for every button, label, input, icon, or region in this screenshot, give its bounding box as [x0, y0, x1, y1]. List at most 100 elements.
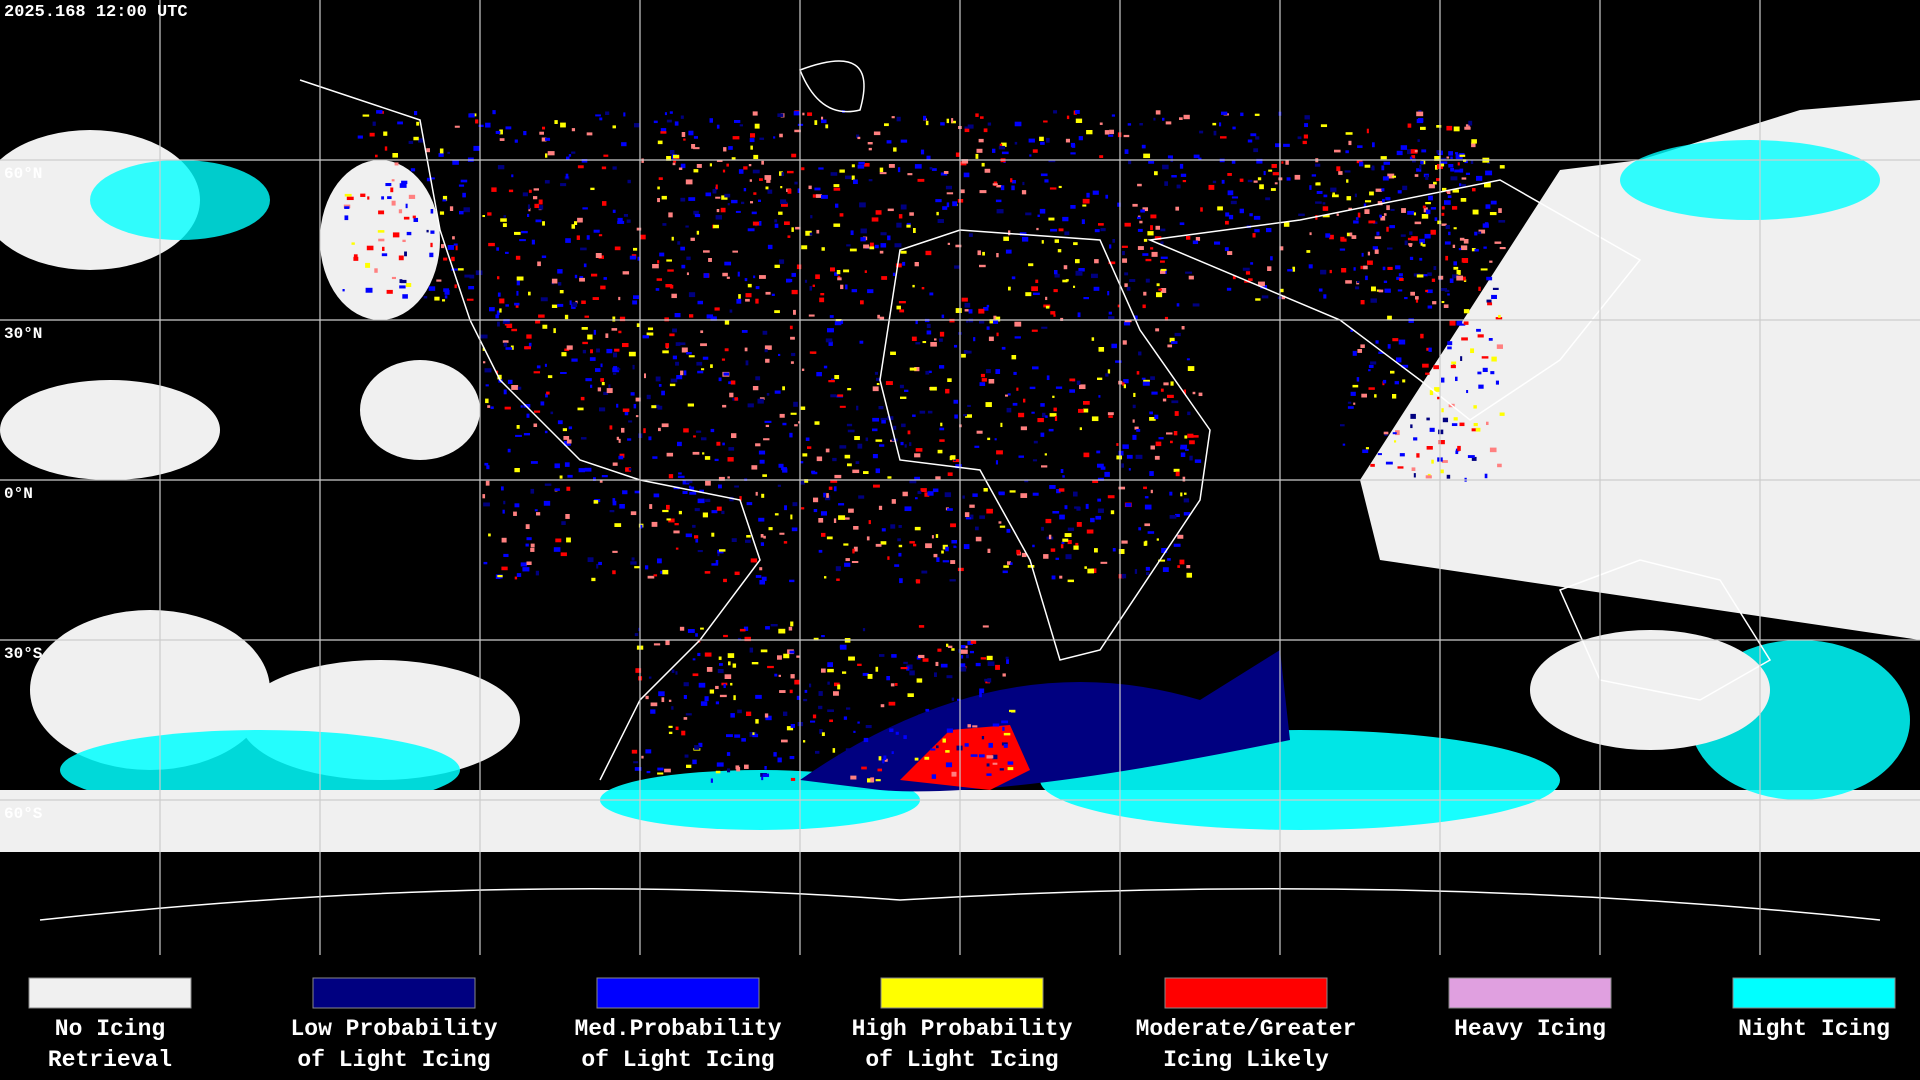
speckle: [963, 414, 968, 417]
speckle: [1035, 279, 1039, 284]
speckle: [528, 207, 531, 212]
speckle: [964, 350, 972, 354]
speckle: [634, 633, 639, 637]
speckle: [1499, 165, 1505, 169]
speckle: [1005, 656, 1009, 659]
speckle: [925, 543, 932, 549]
speckle: [969, 650, 975, 654]
speckle: [942, 560, 950, 563]
speckle: [1332, 194, 1339, 198]
speckle: [946, 118, 950, 124]
speckle: [675, 547, 679, 550]
speckle: [753, 154, 759, 160]
speckle: [739, 496, 742, 501]
speckle: [825, 448, 830, 453]
speckle: [675, 342, 681, 346]
speckle: [721, 195, 728, 200]
speckle: [914, 526, 921, 531]
speckle: [680, 370, 684, 376]
speckle: [747, 403, 754, 408]
speckle: [787, 188, 792, 194]
speckle: [1434, 217, 1438, 222]
speckle: [827, 668, 834, 673]
speckle: [502, 340, 509, 343]
speckle: [1076, 506, 1081, 511]
speckle: [1121, 573, 1127, 579]
speckle: [913, 543, 917, 547]
speckle: [995, 460, 999, 465]
speckle: [863, 737, 869, 743]
speckle: [1183, 512, 1191, 516]
speckle: [1402, 185, 1408, 191]
speckle: [673, 160, 677, 163]
speckle: [624, 410, 629, 416]
speckle: [1410, 149, 1418, 154]
speckle: [800, 461, 804, 464]
speckle: [743, 166, 748, 170]
speckle: [639, 234, 646, 240]
speckle: [616, 403, 619, 408]
speckle: [1121, 463, 1124, 468]
speckle: [1028, 138, 1035, 143]
speckle: [1357, 349, 1363, 353]
speckle: [635, 415, 639, 418]
speckle: [1011, 276, 1016, 280]
speckle: [1075, 110, 1080, 114]
speckle: [1143, 238, 1148, 242]
speckle: [906, 664, 913, 670]
speckle: [899, 309, 905, 313]
speckle: [652, 456, 658, 459]
speckle: [819, 297, 825, 303]
speckle: [1105, 194, 1109, 199]
speckle: [1094, 548, 1098, 553]
speckle: [767, 189, 773, 194]
speckle: [622, 490, 628, 495]
speckle: [759, 137, 765, 140]
speckle: [1126, 454, 1133, 459]
speckle: [559, 475, 563, 479]
speckle: [880, 243, 887, 248]
speckle: [612, 498, 616, 503]
speckle: [1460, 356, 1463, 361]
speckle: [976, 148, 983, 153]
speckle: [1145, 566, 1150, 571]
speckle: [925, 708, 930, 712]
speckle: [1137, 246, 1144, 250]
speckle: [851, 164, 855, 168]
speckle: [1436, 178, 1440, 182]
speckle: [694, 508, 700, 512]
speckle: [964, 302, 971, 308]
speckle: [760, 542, 765, 546]
speckle: [1158, 559, 1166, 562]
speckle: [554, 488, 560, 491]
speckle: [986, 655, 993, 661]
speckle: [618, 438, 621, 443]
speckle: [1384, 288, 1391, 293]
speckle: [1065, 279, 1069, 282]
speckle: [936, 745, 939, 749]
speckle: [1116, 443, 1119, 446]
speckle: [669, 333, 675, 337]
speckle: [724, 261, 732, 266]
speckle: [790, 336, 795, 340]
speckle: [662, 509, 669, 513]
speckle: [886, 676, 891, 681]
speckle: [1371, 165, 1375, 171]
speckle: [960, 189, 965, 194]
speckle: [1458, 248, 1462, 251]
speckle: [1055, 386, 1063, 389]
speckle: [593, 229, 600, 233]
speckle: [929, 292, 934, 296]
speckle: [984, 678, 988, 682]
speckle: [1025, 212, 1032, 216]
speckle: [1368, 387, 1375, 390]
speckle: [843, 269, 850, 273]
speckle: [771, 293, 775, 296]
speckle: [561, 521, 566, 525]
speckle: [1092, 480, 1099, 483]
speckle: [758, 199, 761, 203]
speckle: [981, 378, 987, 382]
speckle: [1302, 140, 1307, 145]
speckle: [1360, 300, 1365, 305]
speckle: [694, 535, 699, 539]
